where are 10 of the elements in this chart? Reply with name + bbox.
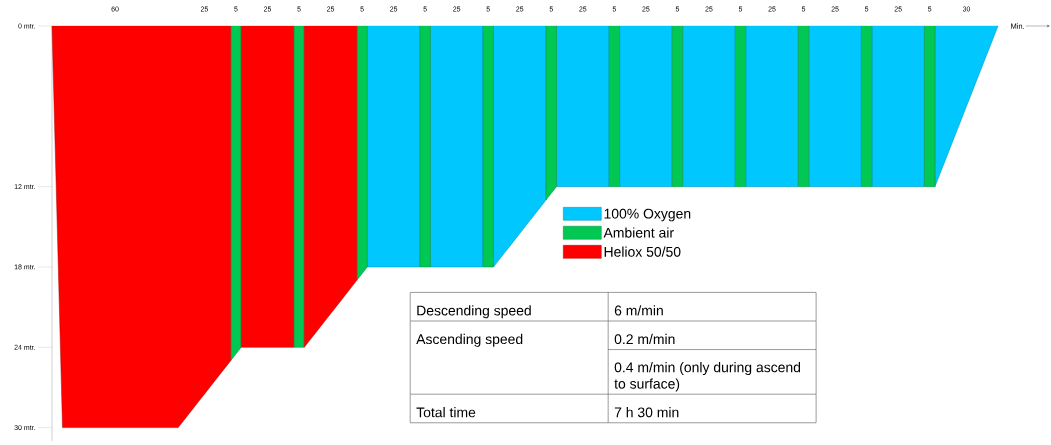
- annotation: Ascending speed: [416, 333, 523, 347]
- annotation: 6 m/min: [614, 305, 663, 316]
- legend-label: Ambient air: [603, 227, 674, 238]
- annotation: 0.4 m/min (only during ascend to surface): [614, 362, 801, 392]
- legend-label: 100% Oxygen: [604, 208, 691, 222]
- legend-label: Heliox 50/50: [604, 246, 681, 257]
- annotation: Descending speed: [417, 305, 531, 319]
- annotation: 7 h 30 min: [614, 407, 679, 418]
- annotation: 0.2 m/min: [614, 333, 675, 345]
- annotation: Total time: [416, 407, 476, 418]
